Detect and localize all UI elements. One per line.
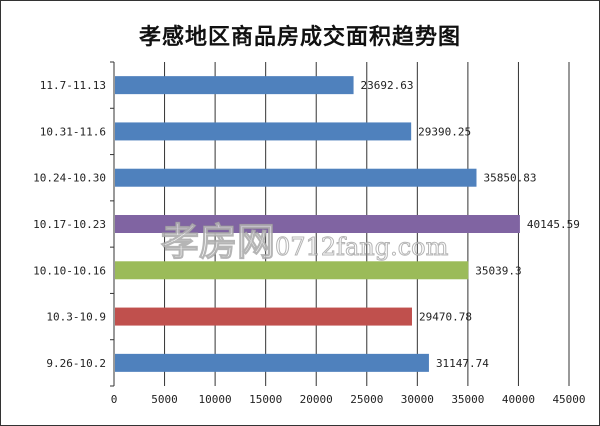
x-tick-label: 20000 xyxy=(300,393,333,406)
x-tick-label: 30000 xyxy=(401,393,434,406)
data-label: 29470.78 xyxy=(419,311,472,324)
y-tick-label: 10.24-10.30 xyxy=(33,172,106,185)
y-tick-label: 9.26-10.2 xyxy=(46,357,106,370)
data-label: 40145.59 xyxy=(527,218,580,231)
y-tick-label: 10.10-10.16 xyxy=(33,264,106,277)
x-tick-label: 25000 xyxy=(350,393,383,406)
x-tick-label: 15000 xyxy=(249,393,282,406)
x-tick-label: 5000 xyxy=(151,393,178,406)
x-tick-label: 45000 xyxy=(552,393,585,406)
bar xyxy=(115,215,520,233)
data-label: 35850.83 xyxy=(483,172,536,185)
y-tick-label: 10.17-10.23 xyxy=(33,218,106,231)
chart-title: 孝感地区商品房成交面积趋势图 xyxy=(138,25,461,50)
x-tick-label: 10000 xyxy=(199,393,232,406)
x-tick-label: 35000 xyxy=(451,393,484,406)
y-tick-label: 11.7-11.13 xyxy=(40,79,106,92)
data-label: 23692.63 xyxy=(361,79,414,92)
bar xyxy=(115,307,412,326)
bar xyxy=(115,122,412,141)
data-label: 35039.3 xyxy=(475,264,521,277)
bar xyxy=(115,261,469,280)
y-tick-label: 10.31-11.6 xyxy=(40,125,106,138)
data-label: 29390.25 xyxy=(418,125,471,138)
bar xyxy=(115,76,354,95)
y-tick-label: 10.3-10.9 xyxy=(46,311,106,324)
x-tick-label: 0 xyxy=(111,393,118,406)
watermark: 孝房网0712fang.com xyxy=(160,220,449,265)
bar xyxy=(115,168,477,187)
data-label: 31147.74 xyxy=(436,357,489,370)
bar xyxy=(115,353,429,372)
x-tick-label: 40000 xyxy=(502,393,535,406)
